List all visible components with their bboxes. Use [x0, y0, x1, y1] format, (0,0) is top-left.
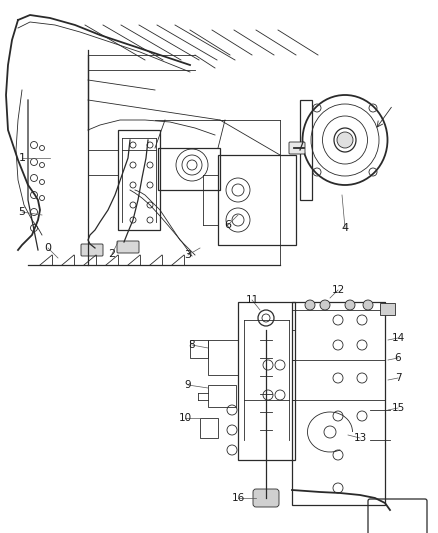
Text: 9: 9 — [185, 380, 191, 390]
Text: 0: 0 — [45, 243, 52, 253]
Bar — [158, 148, 220, 190]
Text: 11: 11 — [245, 295, 258, 305]
Circle shape — [337, 132, 353, 148]
Circle shape — [363, 300, 373, 310]
Text: 7: 7 — [395, 373, 401, 383]
Bar — [218, 155, 296, 245]
Bar — [190, 340, 208, 358]
Circle shape — [345, 300, 355, 310]
FancyBboxPatch shape — [289, 142, 305, 154]
FancyBboxPatch shape — [81, 244, 103, 256]
Text: 16: 16 — [231, 493, 245, 503]
Text: 4: 4 — [342, 223, 349, 233]
Bar — [380, 303, 395, 315]
FancyBboxPatch shape — [253, 489, 279, 507]
Text: 12: 12 — [332, 285, 345, 295]
Text: 14: 14 — [392, 333, 405, 343]
Bar — [292, 302, 385, 310]
Bar — [200, 418, 218, 438]
Text: 2: 2 — [109, 249, 116, 259]
Text: 3: 3 — [184, 250, 191, 260]
FancyBboxPatch shape — [117, 241, 139, 253]
Text: 1: 1 — [18, 153, 25, 163]
Circle shape — [320, 300, 330, 310]
Text: 15: 15 — [392, 403, 405, 413]
Text: 8: 8 — [189, 340, 195, 350]
Text: 6: 6 — [395, 353, 401, 363]
Text: 6: 6 — [225, 220, 232, 230]
Bar — [208, 385, 236, 407]
Text: 5: 5 — [18, 207, 25, 217]
Bar — [208, 340, 238, 375]
Bar — [238, 302, 295, 460]
Bar — [292, 302, 385, 505]
Bar — [300, 100, 312, 200]
Text: 10: 10 — [178, 413, 191, 423]
Circle shape — [305, 300, 315, 310]
Text: 13: 13 — [353, 433, 367, 443]
Bar — [118, 130, 160, 230]
